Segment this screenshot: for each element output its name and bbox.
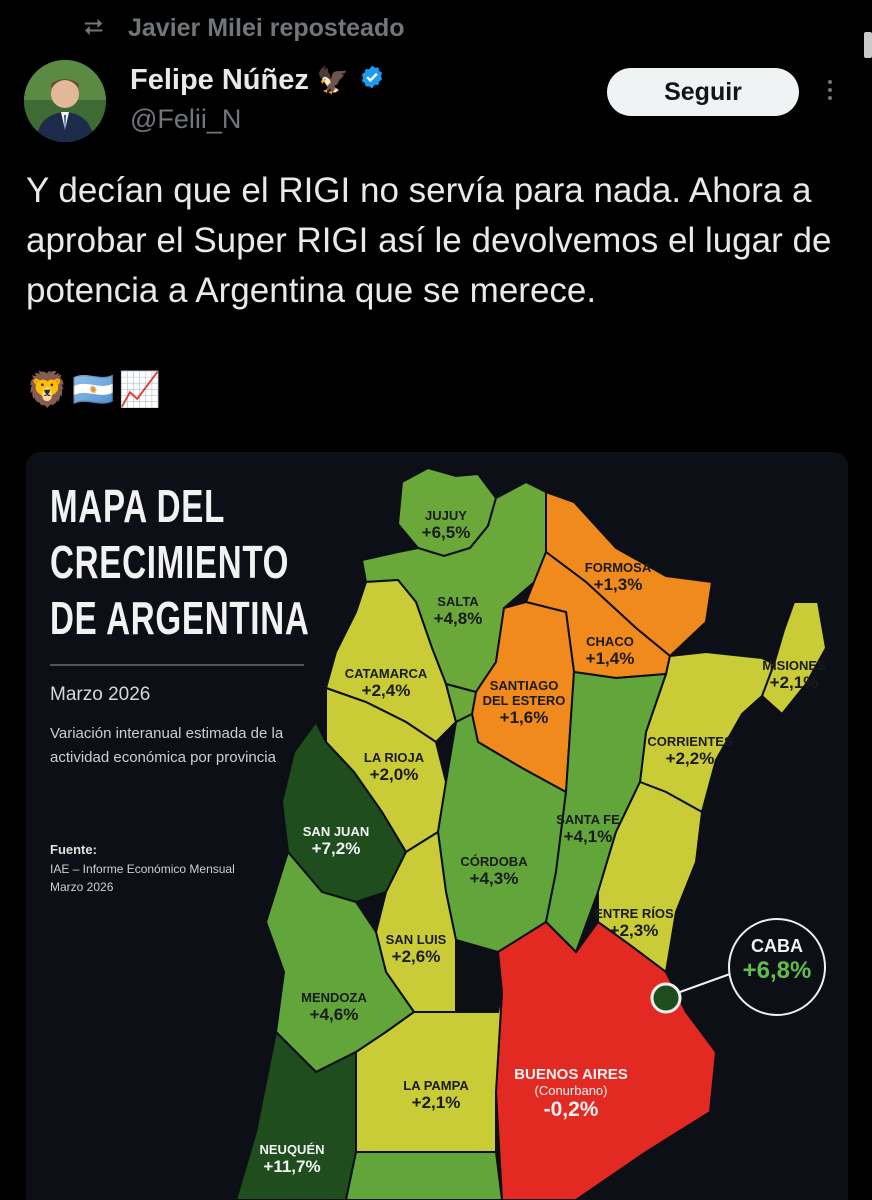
province-label-formosa: FORMOSA +1,3% bbox=[585, 560, 651, 595]
repost-label[interactable]: Javier Milei reposteado bbox=[128, 14, 405, 42]
province-label-santafe: SANTA FE +4,1% bbox=[556, 812, 620, 847]
province-name: CORRIENTES bbox=[647, 734, 733, 749]
province-shape-misiones bbox=[760, 601, 828, 716]
province-name: JUJUY bbox=[425, 508, 467, 523]
tweet-text: Y decían que el RIGI no servía para nada… bbox=[26, 171, 832, 310]
province-label-buenosaires: BUENOS AIRES (Conurbano) -0,2% bbox=[514, 1066, 628, 1122]
source-label: Fuente: bbox=[50, 842, 97, 857]
caba-callout: CABA +6,8% bbox=[728, 918, 826, 1016]
province-value: +4,6% bbox=[309, 1005, 359, 1024]
author-name-row[interactable]: Felipe Núñez 🦅 bbox=[130, 64, 385, 98]
province-name: SALTA bbox=[437, 594, 479, 609]
province-value: +1,4% bbox=[585, 649, 635, 668]
province-name: MISIONES bbox=[762, 658, 826, 673]
province-value: +2,1% bbox=[411, 1093, 461, 1112]
province-label-salta: SALTA +4,8% bbox=[434, 594, 483, 629]
province-value: +1,3% bbox=[593, 575, 643, 594]
province-name: FORMOSA bbox=[584, 560, 652, 575]
province-label-neuquen: NEUQUÉN +11,7% bbox=[259, 1142, 324, 1177]
map-description: Variación interanual estimada de la acti… bbox=[50, 725, 284, 766]
avatar[interactable] bbox=[24, 60, 106, 142]
province-name: ENTRE RÍOS bbox=[594, 906, 674, 921]
author-name[interactable]: Felipe Núñez bbox=[130, 64, 309, 96]
province-name: SAN JUAN bbox=[302, 824, 370, 839]
map-title-line: DE ARGENTINA bbox=[50, 592, 310, 644]
province-label-corrientes: CORRIENTES +2,2% bbox=[647, 734, 732, 769]
province-name-line2: DEL ESTERO bbox=[482, 693, 566, 708]
province-label-sanjuan: SAN JUAN +7,2% bbox=[303, 824, 369, 859]
province-name: LA RIOJA bbox=[363, 750, 425, 765]
province-label-lapampa: LA PAMPA +2,1% bbox=[403, 1078, 468, 1113]
lion-emoji: 🦁 bbox=[26, 371, 69, 409]
tweet-media-image[interactable]: MAPA DEL CRECIMIENTO DE ARGENTINA Marzo … bbox=[26, 452, 848, 1200]
source-text: IAE – Informe Económico Mensual Marzo 20… bbox=[50, 860, 290, 896]
province-label-misiones: MISIONES +2,1% bbox=[762, 658, 826, 693]
argentina-map bbox=[234, 466, 828, 1200]
province-label-cordoba: CÓRDOBA +4,3% bbox=[460, 854, 527, 889]
province-value: +2,2% bbox=[665, 749, 715, 768]
province-value: +4,1% bbox=[563, 827, 613, 846]
caba-name: CABA bbox=[751, 936, 803, 956]
follow-button[interactable]: Seguir bbox=[607, 68, 799, 116]
province-value: +4,3% bbox=[469, 869, 519, 888]
province-value: +1,6% bbox=[499, 708, 549, 727]
source-line: IAE – Informe Económico Mensual bbox=[50, 862, 235, 876]
province-name: CÓRDOBA bbox=[460, 854, 528, 869]
province-value: +11,7% bbox=[263, 1157, 321, 1176]
caba-connector bbox=[679, 973, 731, 993]
province-value: +4,8% bbox=[433, 609, 483, 628]
province-name: NEUQUÉN bbox=[259, 1142, 325, 1157]
province-label-larioja: LA RIOJA +2,0% bbox=[364, 750, 424, 785]
province-name: LA PAMPA bbox=[403, 1078, 469, 1093]
verified-badge-icon bbox=[359, 64, 385, 98]
map-title: MAPA DEL CRECIMIENTO DE ARGENTINA bbox=[50, 478, 310, 646]
tweet-emojis: 🦁 🇦🇷 📈 bbox=[26, 370, 161, 412]
province-name: BUENOS AIRES bbox=[514, 1066, 628, 1083]
province-name: CATAMARCA bbox=[344, 666, 428, 681]
province-label-mendoza: MENDOZA +4,6% bbox=[301, 990, 367, 1025]
province-shape-buenosaires bbox=[494, 920, 718, 1200]
repost-icon: ⮂ bbox=[84, 14, 104, 41]
source-line: Marzo 2026 bbox=[50, 880, 114, 894]
province-value: +2,4% bbox=[361, 681, 411, 700]
province-value: +2,0% bbox=[369, 765, 419, 784]
province-label-sanluis: SAN LUIS +2,6% bbox=[386, 932, 447, 967]
map-title-line: MAPA DEL bbox=[50, 480, 226, 532]
province-shape-sanjuan bbox=[280, 720, 408, 904]
title-divider bbox=[50, 664, 304, 666]
province-name-line2: (Conurbano) bbox=[534, 1083, 608, 1098]
province-value: -0,2% bbox=[543, 1098, 599, 1121]
province-name: CHACO bbox=[586, 634, 634, 649]
province-value: +7,2% bbox=[311, 839, 361, 858]
map-title-line: CRECIMIENTO bbox=[50, 536, 290, 588]
province-value: +2,3% bbox=[609, 921, 659, 940]
province-label-santiago: SANTIAGO DEL ESTERO +1,6% bbox=[483, 678, 566, 728]
province-shape-lapampa bbox=[355, 991, 503, 1153]
more-options-icon[interactable] bbox=[820, 76, 840, 112]
province-name: SAN LUIS bbox=[385, 932, 447, 947]
chart-increasing-emoji: 📈 bbox=[118, 371, 162, 409]
argentina-flag-emoji: 🇦🇷 bbox=[72, 371, 115, 409]
author-name-emoji: 🦅 bbox=[316, 65, 350, 95]
caba-value: +6,8% bbox=[742, 957, 812, 984]
caba-marker bbox=[650, 982, 682, 1014]
province-name: MENDOZA bbox=[301, 990, 367, 1005]
author-handle[interactable]: @Felii_N bbox=[130, 104, 242, 134]
avatar-image bbox=[24, 60, 106, 142]
province-value: +2,6% bbox=[391, 947, 441, 966]
province-label-catamarca: CATAMARCA +2,4% bbox=[345, 666, 428, 701]
map-date: Marzo 2026 bbox=[50, 684, 151, 705]
province-label-entrerios: ENTRE RÍOS +2,3% bbox=[594, 906, 673, 941]
province-name: SANTA FE bbox=[556, 812, 620, 827]
province-value: +6,5% bbox=[421, 523, 471, 542]
province-shape-rionegro bbox=[344, 1151, 504, 1200]
scrollbar[interactable] bbox=[864, 32, 872, 58]
province-label-jujuy: JUJUY +6,5% bbox=[422, 508, 471, 543]
province-label-chaco: CHACO +1,4% bbox=[586, 634, 635, 669]
province-name: SANTIAGO bbox=[489, 678, 559, 693]
province-value: +2,1% bbox=[769, 673, 819, 692]
